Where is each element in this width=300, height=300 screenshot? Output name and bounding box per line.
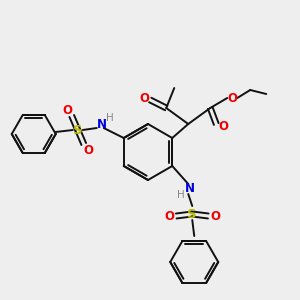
Text: H: H <box>106 113 114 123</box>
Text: O: O <box>164 209 174 223</box>
Text: O: O <box>84 143 94 157</box>
Text: H: H <box>177 190 185 200</box>
Text: N: N <box>185 182 195 196</box>
Text: N: N <box>97 118 107 130</box>
Text: O: O <box>227 92 237 104</box>
Text: O: O <box>139 92 149 104</box>
Text: O: O <box>63 103 73 116</box>
Text: O: O <box>210 209 220 223</box>
Text: S: S <box>73 124 82 136</box>
Text: S: S <box>188 208 197 220</box>
Text: O: O <box>218 121 228 134</box>
